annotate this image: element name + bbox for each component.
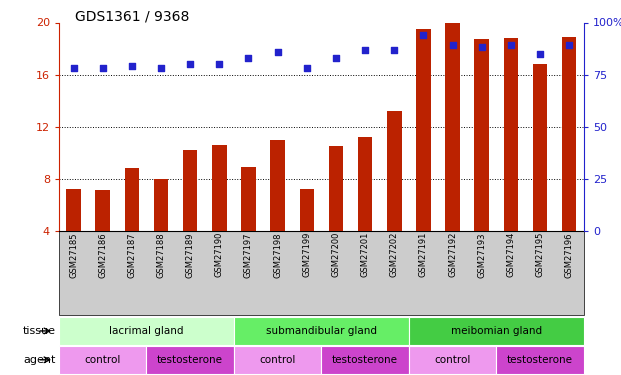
Text: agent: agent bbox=[24, 355, 56, 365]
Point bbox=[419, 32, 428, 38]
Point bbox=[564, 42, 574, 48]
Text: testosterone: testosterone bbox=[332, 355, 398, 365]
Point bbox=[68, 65, 78, 71]
Text: GDS1361 / 9368: GDS1361 / 9368 bbox=[75, 9, 189, 23]
Point bbox=[97, 65, 107, 71]
Bar bbox=[241, 167, 256, 283]
Point bbox=[185, 61, 195, 67]
Bar bbox=[329, 146, 343, 283]
Point bbox=[448, 42, 458, 48]
Point bbox=[331, 55, 341, 61]
Text: tissue: tissue bbox=[23, 326, 56, 336]
Point bbox=[389, 46, 399, 53]
Point bbox=[506, 42, 516, 48]
Text: control: control bbox=[260, 355, 296, 365]
Point bbox=[243, 55, 253, 61]
Bar bbox=[445, 22, 460, 283]
Bar bbox=[562, 37, 576, 283]
Bar bbox=[212, 145, 227, 283]
Text: control: control bbox=[434, 355, 471, 365]
Point bbox=[477, 45, 487, 51]
Text: testosterone: testosterone bbox=[157, 355, 223, 365]
Point bbox=[302, 65, 312, 71]
Bar bbox=[504, 38, 518, 283]
Bar bbox=[154, 178, 168, 283]
Bar bbox=[416, 29, 431, 283]
Point bbox=[535, 51, 545, 57]
Bar bbox=[387, 111, 402, 283]
Bar bbox=[96, 190, 110, 283]
Text: testosterone: testosterone bbox=[507, 355, 573, 365]
Point bbox=[127, 63, 137, 69]
Point bbox=[273, 49, 283, 55]
Text: lacrimal gland: lacrimal gland bbox=[109, 326, 184, 336]
Text: control: control bbox=[84, 355, 121, 365]
Bar bbox=[533, 64, 547, 283]
Bar bbox=[299, 189, 314, 283]
Bar bbox=[270, 140, 285, 283]
Bar bbox=[474, 39, 489, 283]
Text: meibomian gland: meibomian gland bbox=[451, 326, 542, 336]
Point bbox=[156, 65, 166, 71]
Bar bbox=[183, 150, 197, 283]
Bar bbox=[125, 168, 139, 283]
Text: submandibular gland: submandibular gland bbox=[266, 326, 377, 336]
Point bbox=[214, 61, 224, 67]
Bar bbox=[66, 189, 81, 283]
Point bbox=[360, 46, 370, 53]
Bar bbox=[358, 137, 373, 283]
